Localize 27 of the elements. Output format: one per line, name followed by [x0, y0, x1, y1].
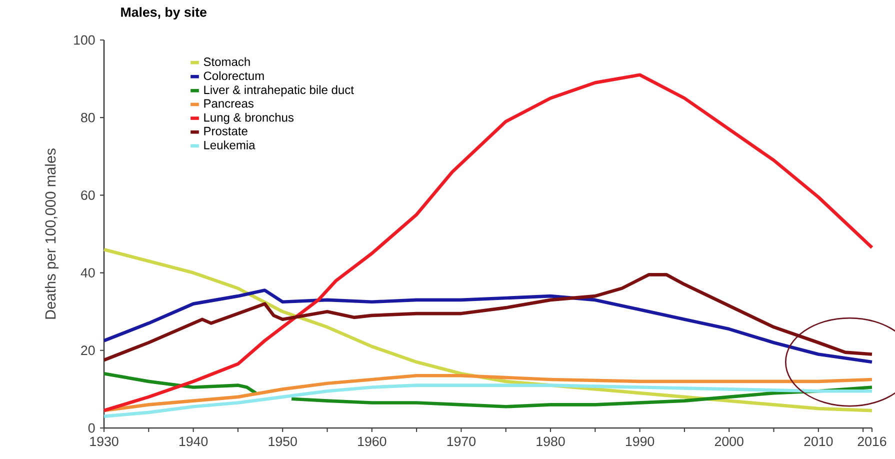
- x-tick-label: 2010: [804, 436, 833, 446]
- chart-title: Males, by site: [121, 7, 206, 20]
- y-tick-label: 20: [81, 346, 95, 356]
- x-tick-label: 1960: [358, 436, 386, 446]
- line-series: [102, 73, 874, 412]
- legend-label: Colorectum: [204, 71, 264, 80]
- x-tick-label: 1950: [268, 436, 297, 446]
- legend-label: Lung & bronchus: [204, 112, 294, 124]
- y-tick-label: 80: [81, 112, 95, 122]
- x-tick-label: 2000: [714, 436, 744, 446]
- y-tick-label: 40: [80, 268, 95, 278]
- y-tick-label: 0: [88, 423, 95, 433]
- legend-label: Leukemia: [204, 140, 256, 150]
- x-tick-label: 1940: [180, 436, 208, 446]
- x-tick-label: 1930: [90, 436, 118, 446]
- x-tick-label: 1970: [447, 436, 476, 446]
- x-tick-label: 1980: [536, 436, 565, 446]
- legend-label: Pancreas: [204, 99, 254, 108]
- x-tick-label: 1990: [626, 436, 654, 446]
- legend-label: Prostate: [204, 126, 248, 136]
- y-tick-label: 60: [81, 190, 95, 200]
- legend-label: Liver & intrahepatic bile duct: [204, 85, 354, 96]
- line-series: [102, 288, 874, 364]
- y-tick-label: 100: [74, 35, 95, 45]
- legend-label: Stomach: [204, 57, 250, 66]
- y-axis-title: Deaths per 100,000 males: [44, 148, 59, 319]
- x-tick-label: 2016: [858, 436, 886, 446]
